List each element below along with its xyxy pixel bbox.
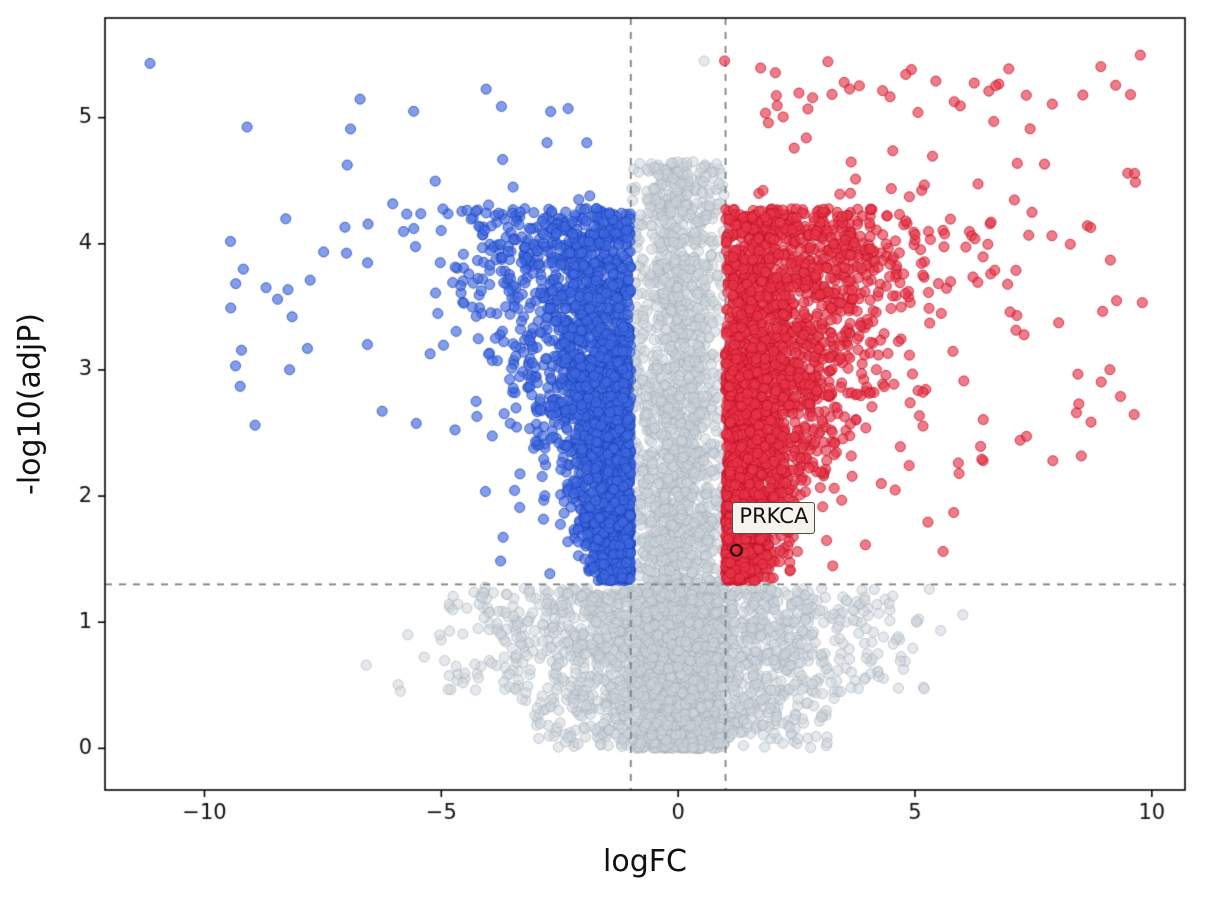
gene-annotation-label: PRKCA bbox=[732, 502, 816, 534]
x-axis-label: logFC bbox=[603, 844, 687, 879]
y-axis-label: -log10(adjP) bbox=[12, 313, 48, 495]
